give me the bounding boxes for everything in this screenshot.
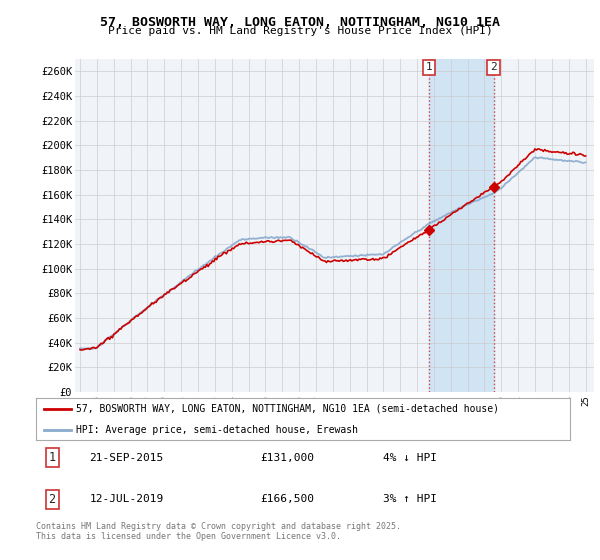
Text: 57, BOSWORTH WAY, LONG EATON, NOTTINGHAM, NG10 1EA (semi-detached house): 57, BOSWORTH WAY, LONG EATON, NOTTINGHAM… xyxy=(76,404,499,414)
Text: 12-JUL-2019: 12-JUL-2019 xyxy=(89,494,164,504)
Bar xyxy=(429,59,494,392)
Text: 2: 2 xyxy=(490,62,497,72)
Text: 1: 1 xyxy=(49,451,56,464)
Text: Price paid vs. HM Land Registry's House Price Index (HPI): Price paid vs. HM Land Registry's House … xyxy=(107,26,493,36)
Text: 1: 1 xyxy=(426,62,433,72)
Text: £131,000: £131,000 xyxy=(260,452,314,463)
Text: Contains HM Land Registry data © Crown copyright and database right 2025.
This d: Contains HM Land Registry data © Crown c… xyxy=(36,522,401,542)
Text: 4% ↓ HPI: 4% ↓ HPI xyxy=(383,452,437,463)
Text: £166,500: £166,500 xyxy=(260,494,314,504)
Text: 3% ↑ HPI: 3% ↑ HPI xyxy=(383,494,437,504)
Text: 2: 2 xyxy=(49,493,56,506)
Text: 21-SEP-2015: 21-SEP-2015 xyxy=(89,452,164,463)
Text: 57, BOSWORTH WAY, LONG EATON, NOTTINGHAM, NG10 1EA: 57, BOSWORTH WAY, LONG EATON, NOTTINGHAM… xyxy=(100,16,500,29)
Text: HPI: Average price, semi-detached house, Erewash: HPI: Average price, semi-detached house,… xyxy=(76,426,358,435)
